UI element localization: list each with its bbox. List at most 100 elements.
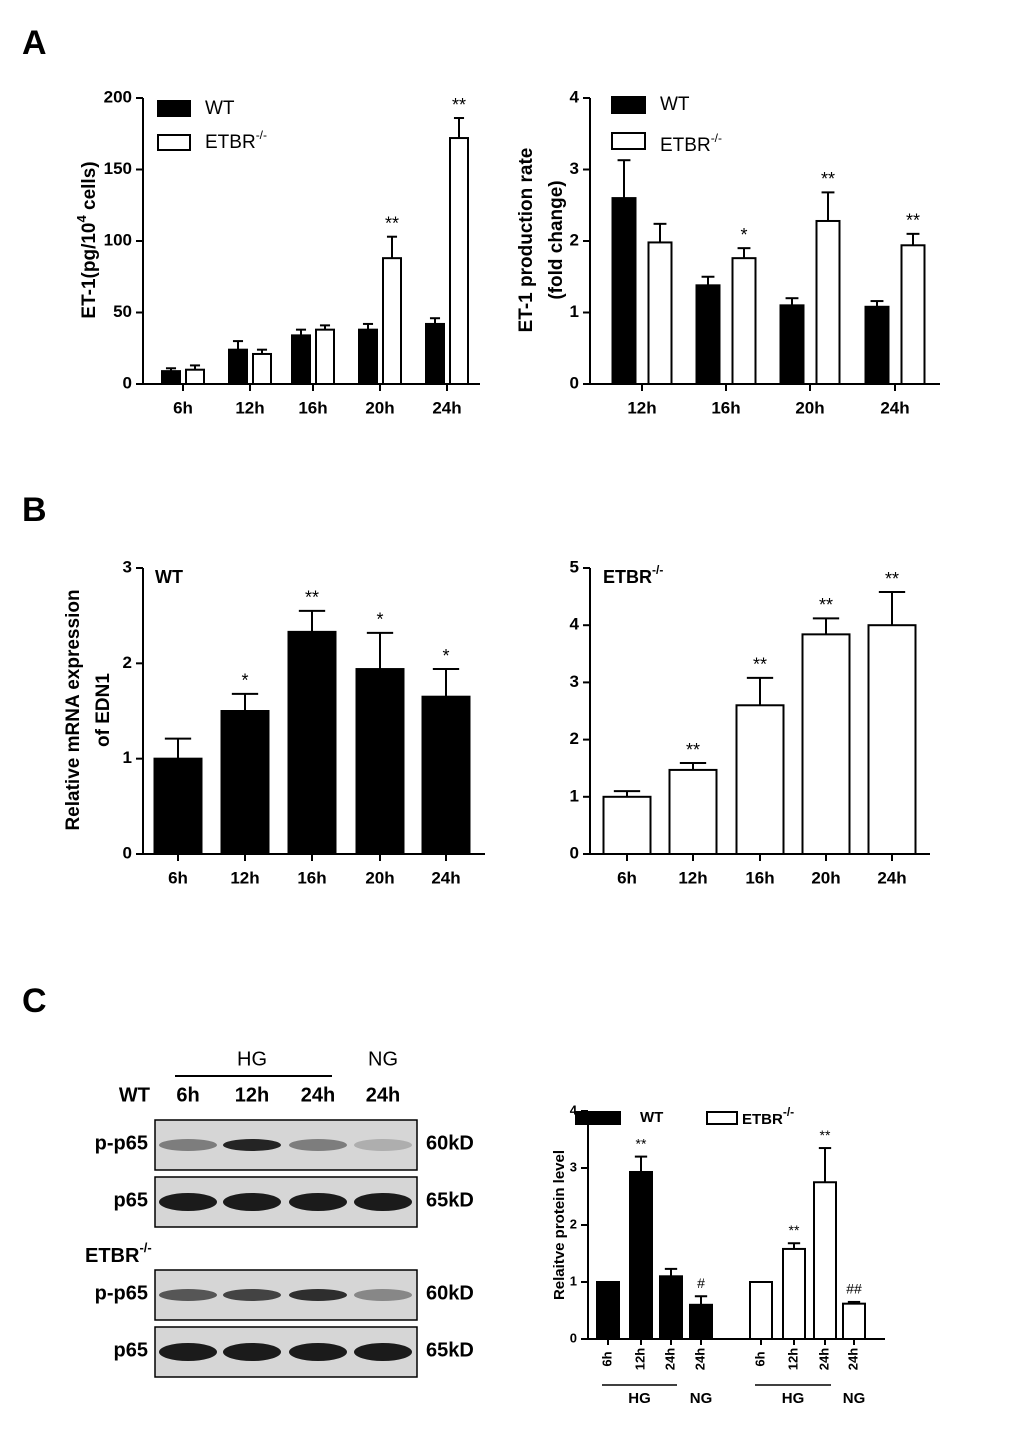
significance-label: ** bbox=[789, 1222, 800, 1238]
x-tick-label: 20h bbox=[811, 868, 840, 887]
legend-swatch bbox=[706, 1111, 738, 1125]
blot-band bbox=[289, 1343, 347, 1361]
bar bbox=[668, 768, 718, 856]
blot-band bbox=[223, 1139, 281, 1151]
significance-label: ** bbox=[906, 211, 920, 231]
blot-genotype: ETBR-/- bbox=[85, 1240, 152, 1267]
legend-sup: -/- bbox=[256, 128, 267, 142]
bar bbox=[779, 304, 805, 386]
legend-label: ETBR-/- bbox=[660, 131, 722, 156]
bar bbox=[842, 1302, 866, 1341]
x-tick-label: 24h bbox=[845, 1348, 860, 1370]
blot-group-label: NG bbox=[368, 1048, 398, 1070]
bar bbox=[449, 137, 469, 385]
y-tick-label: 2 bbox=[123, 653, 132, 672]
blot-strip bbox=[154, 1119, 418, 1171]
group-label: HG bbox=[628, 1390, 651, 1407]
x-tick-label: 24h bbox=[880, 398, 909, 417]
bar bbox=[185, 368, 205, 386]
x-tick-label: 20h bbox=[795, 398, 824, 417]
chart-label-text: WT bbox=[155, 567, 183, 587]
legend-label: WT bbox=[660, 94, 690, 115]
bar bbox=[161, 370, 181, 386]
y-tick-label: 0 bbox=[123, 843, 132, 862]
bar bbox=[864, 305, 890, 385]
group-label: NG bbox=[690, 1390, 713, 1407]
legend-swatch bbox=[157, 134, 191, 151]
significance-label: * bbox=[376, 610, 383, 630]
y-tick-label: 2 bbox=[570, 230, 579, 249]
bar bbox=[291, 334, 311, 386]
y-tick-label: 1 bbox=[123, 748, 132, 767]
legend-label: WT bbox=[640, 1109, 663, 1126]
blot-band bbox=[289, 1193, 347, 1211]
legend-label: WT bbox=[205, 98, 235, 119]
blot-kd-label: 60kD bbox=[426, 1282, 474, 1304]
x-tick-label: 6h bbox=[173, 398, 193, 417]
y-tick-label: 5 bbox=[570, 557, 579, 576]
legend-text: ETBR bbox=[205, 132, 256, 153]
y-tick-label: 150 bbox=[104, 159, 132, 178]
significance-label: * bbox=[241, 671, 248, 691]
blot-group-label: HG bbox=[237, 1048, 267, 1070]
y-axis-label: ET-1 production rate bbox=[516, 148, 537, 333]
y-tick-label: 3 bbox=[570, 159, 579, 178]
legend-text: ETBR bbox=[742, 1111, 783, 1128]
x-tick-label: 12h bbox=[632, 1348, 647, 1370]
bar bbox=[153, 757, 203, 856]
bar bbox=[596, 1281, 620, 1340]
y-tick-label: 3 bbox=[570, 1159, 577, 1174]
bar bbox=[252, 352, 272, 386]
significance-label: * bbox=[442, 646, 449, 666]
bar bbox=[421, 695, 471, 856]
x-tick-label: 16h bbox=[298, 398, 327, 417]
x-tick-label: 24h bbox=[432, 398, 461, 417]
x-tick-label: 24h bbox=[662, 1348, 677, 1370]
bar bbox=[602, 795, 652, 855]
blot-band bbox=[354, 1139, 412, 1151]
bar bbox=[801, 633, 851, 855]
bar bbox=[611, 197, 637, 385]
legend-text: WT bbox=[205, 98, 235, 119]
y-tick-label: 1 bbox=[570, 302, 579, 321]
blot-row-label: p-p65 bbox=[95, 1282, 148, 1304]
significance-label: ** bbox=[753, 655, 767, 675]
y-tick-label: 2 bbox=[570, 729, 579, 748]
blot-row-label: p-p65 bbox=[95, 1132, 148, 1154]
y-tick-label: 3 bbox=[570, 672, 579, 691]
blot-genotype: WT bbox=[119, 1084, 150, 1106]
significance-label: ** bbox=[686, 740, 700, 760]
x-tick-label: 12h bbox=[785, 1348, 800, 1370]
legend-sup: -/- bbox=[711, 131, 722, 145]
bar bbox=[228, 348, 248, 385]
x-tick-label: 12h bbox=[235, 398, 264, 417]
bar bbox=[695, 284, 721, 385]
x-tick-label: 20h bbox=[365, 398, 394, 417]
y-tick-label: 4 bbox=[570, 87, 580, 106]
y-axis-label-part: cells) bbox=[79, 161, 100, 215]
bar bbox=[382, 257, 402, 385]
bar bbox=[749, 1281, 773, 1340]
x-tick-label: 24h bbox=[431, 868, 460, 887]
y-tick-label: 0 bbox=[123, 373, 132, 392]
bar bbox=[355, 668, 405, 856]
bar bbox=[735, 704, 785, 856]
x-tick-label: 12h bbox=[678, 868, 707, 887]
significance-label: ** bbox=[385, 213, 399, 233]
bar bbox=[782, 1247, 806, 1340]
legend-swatch bbox=[575, 1111, 621, 1125]
legend-text: ETBR bbox=[660, 135, 711, 156]
significance-label: ## bbox=[846, 1281, 862, 1297]
significance-label: ** bbox=[452, 95, 466, 115]
bar bbox=[629, 1170, 653, 1340]
bar bbox=[867, 624, 917, 856]
x-tick-label: 24h bbox=[692, 1348, 707, 1370]
bar bbox=[315, 328, 335, 386]
x-tick-label: 16h bbox=[711, 398, 740, 417]
x-tick-label: 6h bbox=[752, 1351, 767, 1366]
bar bbox=[813, 1181, 837, 1340]
y-tick-label: 50 bbox=[113, 302, 132, 321]
y-axis-label: Relative mRNA expression bbox=[63, 589, 84, 830]
y-tick-label: 200 bbox=[104, 87, 132, 106]
blot-genotype-sup: -/- bbox=[139, 1240, 151, 1255]
